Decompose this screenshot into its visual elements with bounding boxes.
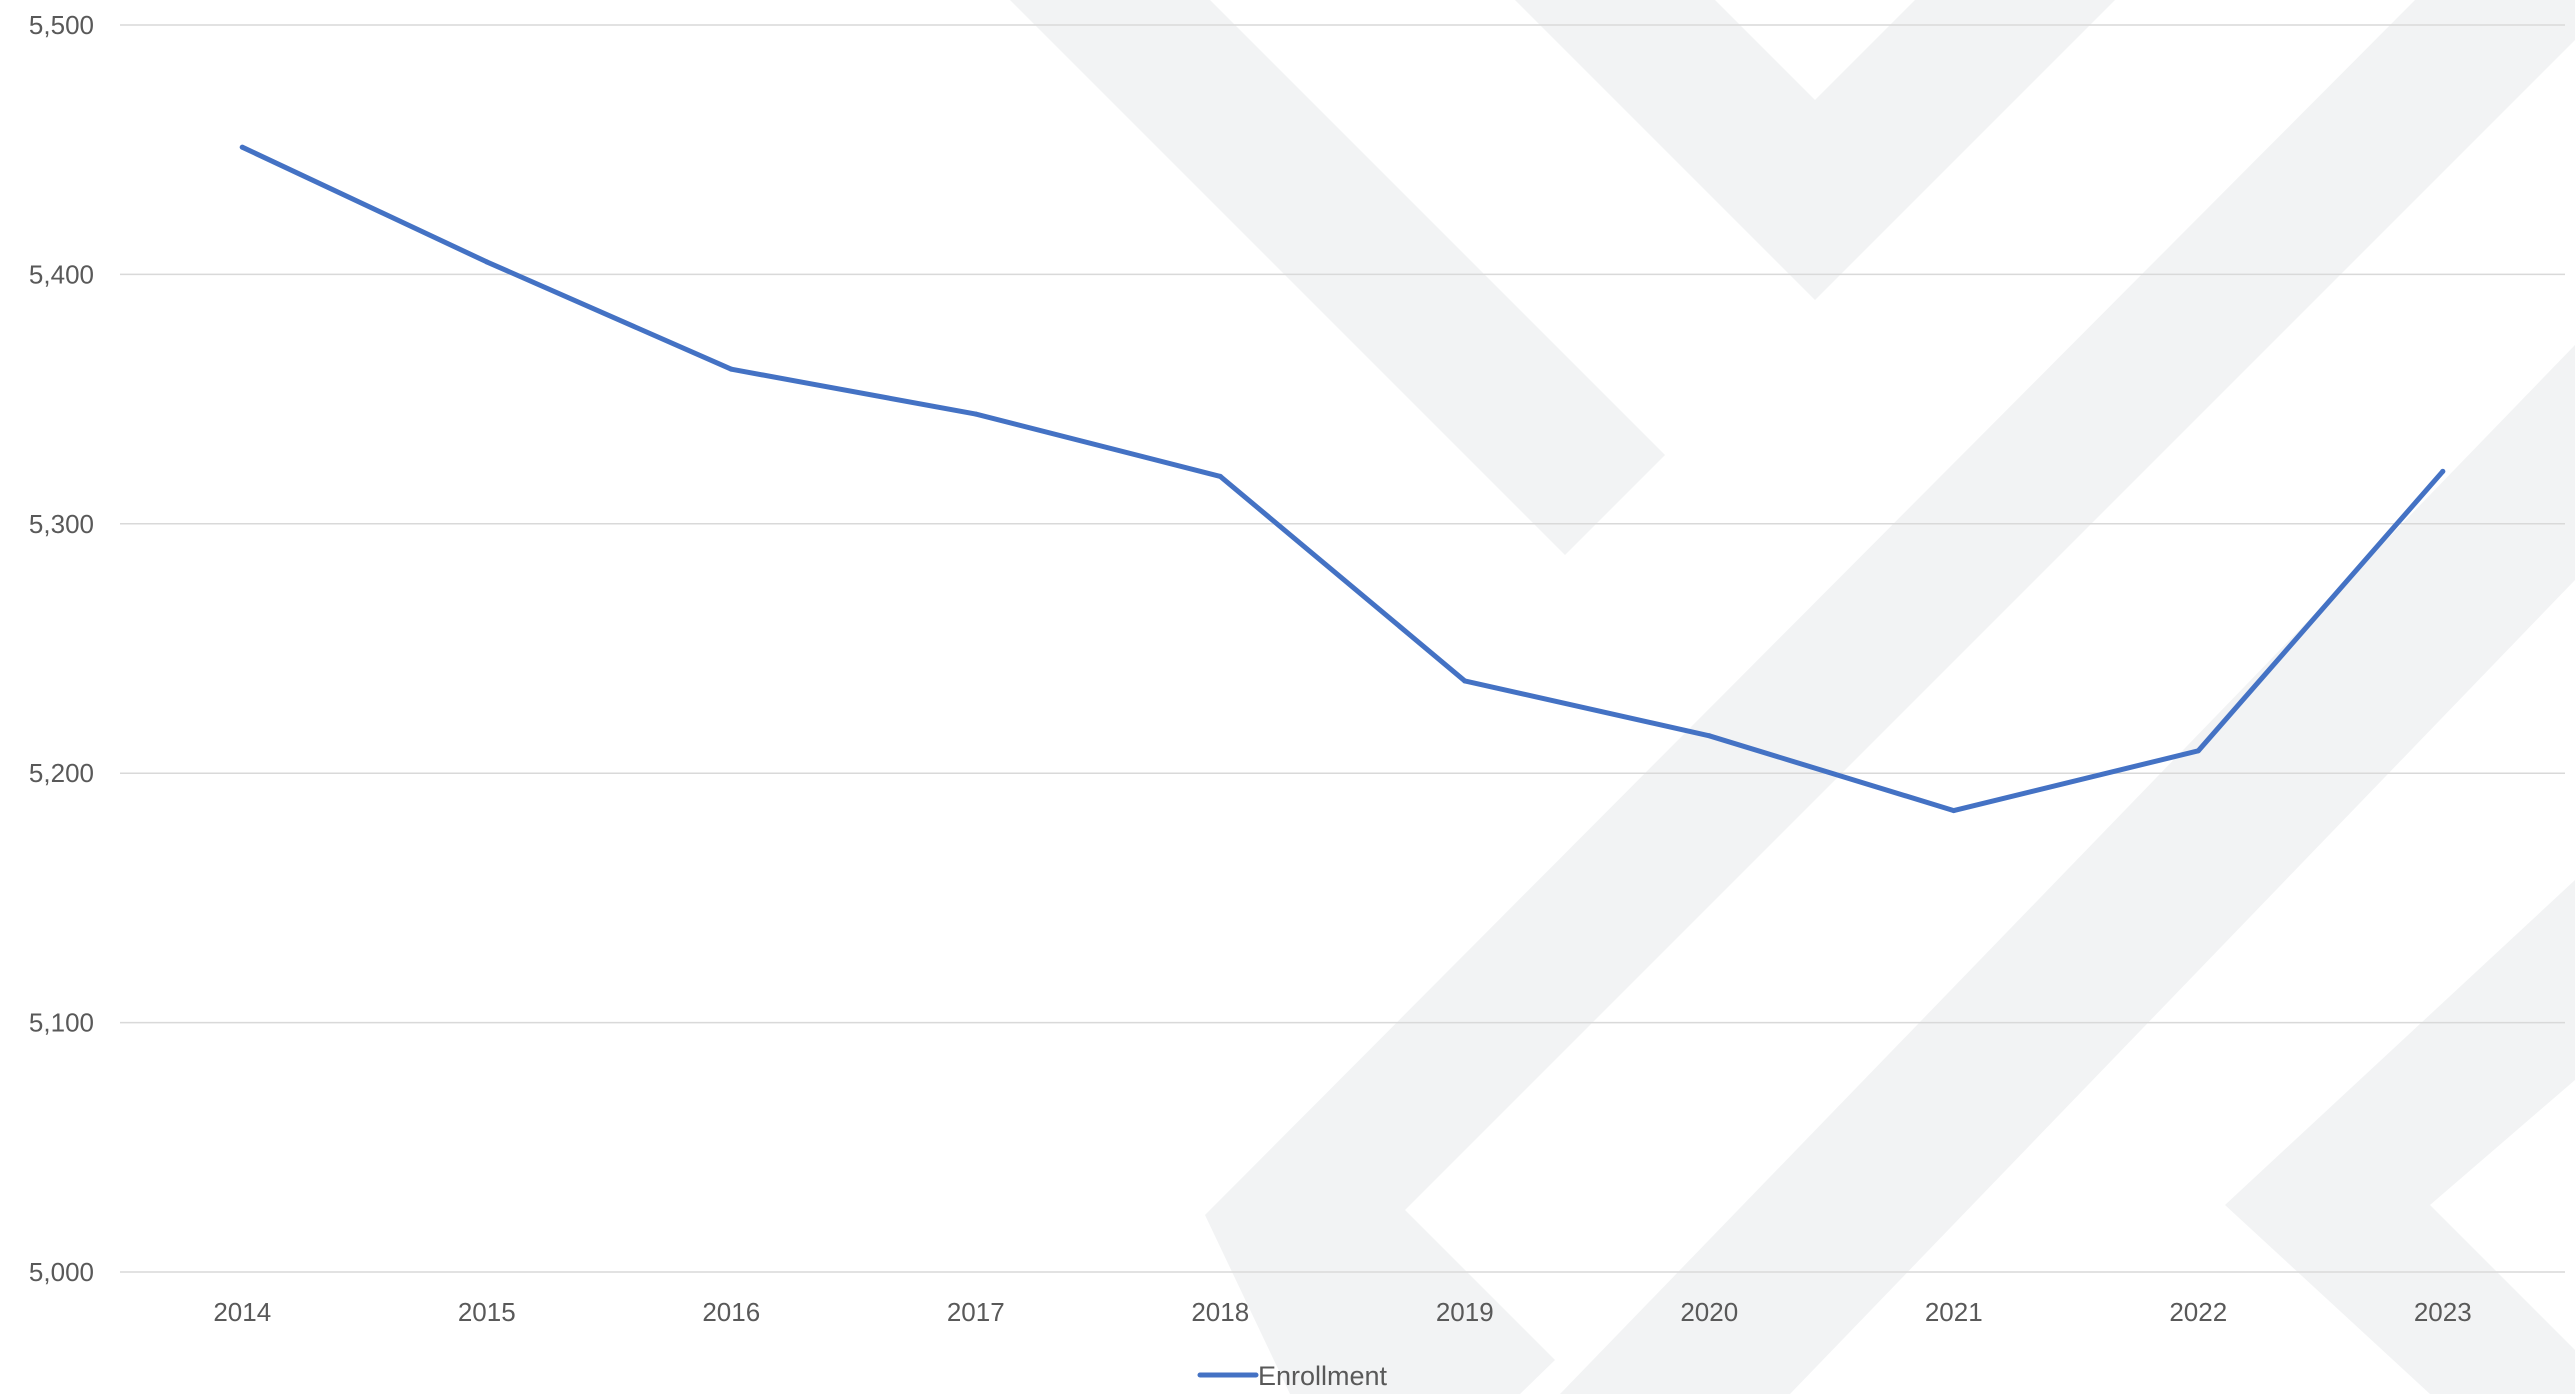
x-tick-label: 2015 bbox=[458, 1297, 516, 1327]
background-watermark bbox=[1010, 0, 2575, 1394]
x-tick-label: 2022 bbox=[2169, 1297, 2227, 1327]
data-point-2014 bbox=[239, 144, 245, 150]
x-axis: 2014 2015 2016 2017 2018 2019 2020 2021 2022 2023 bbox=[213, 1297, 2471, 1327]
series-layer bbox=[239, 144, 2446, 814]
x-tick-label: 2016 bbox=[702, 1297, 760, 1327]
data-point-2023 bbox=[2440, 468, 2446, 474]
data-point-2015 bbox=[484, 259, 490, 265]
y-tick-label: 5,200 bbox=[29, 758, 94, 788]
data-point-2017 bbox=[973, 411, 979, 417]
y-tick-label: 5,000 bbox=[29, 1257, 94, 1287]
watermark-v-top-right bbox=[1515, 0, 2115, 300]
data-point-2021 bbox=[1951, 808, 1957, 814]
legend-label-enrollment: Enrollment bbox=[1258, 1361, 1388, 1391]
x-tick-label: 2020 bbox=[1680, 1297, 1738, 1327]
x-tick-label: 2019 bbox=[1436, 1297, 1494, 1327]
y-tick-label: 5,500 bbox=[29, 10, 94, 40]
watermark-stripe-large bbox=[1205, 0, 2575, 1394]
watermark-chevron-top bbox=[1010, 0, 1665, 555]
y-axis: 5,000 5,100 5,200 5,300 5,400 5,500 bbox=[29, 10, 94, 1287]
x-tick-label: 2017 bbox=[947, 1297, 1005, 1327]
y-tick-label: 5,100 bbox=[29, 1008, 94, 1038]
data-point-2019 bbox=[1462, 678, 1468, 684]
x-tick-label: 2018 bbox=[1191, 1297, 1249, 1327]
legend: Enrollment bbox=[1197, 1361, 1388, 1391]
data-point-2020 bbox=[1706, 733, 1712, 739]
y-tick-label: 5,400 bbox=[29, 259, 94, 289]
x-tick-label: 2023 bbox=[2414, 1297, 2472, 1327]
data-point-2018 bbox=[1217, 473, 1223, 479]
x-tick-label: 2021 bbox=[1925, 1297, 1983, 1327]
gridlines bbox=[120, 24, 2565, 1273]
data-point-2022 bbox=[2195, 748, 2201, 754]
data-point-2016 bbox=[728, 366, 734, 372]
x-tick-label: 2014 bbox=[213, 1297, 271, 1327]
watermark-chevron-bottom-right bbox=[2225, 880, 2575, 1394]
y-tick-label: 5,300 bbox=[29, 509, 94, 539]
series-line-enrollment bbox=[239, 144, 2446, 814]
